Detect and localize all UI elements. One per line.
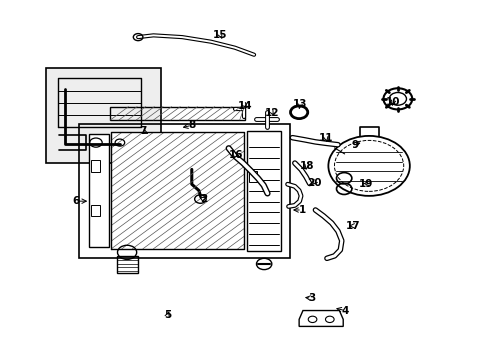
Text: 17: 17 — [345, 221, 359, 231]
Text: 20: 20 — [306, 178, 321, 188]
Text: 12: 12 — [264, 108, 279, 118]
Text: 3: 3 — [307, 293, 315, 303]
Text: 10: 10 — [385, 98, 400, 107]
Text: 4: 4 — [341, 306, 348, 315]
Bar — [246, 131, 281, 251]
Text: 13: 13 — [292, 99, 307, 109]
Bar — [89, 134, 109, 247]
Text: 18: 18 — [299, 161, 313, 171]
Text: 5: 5 — [164, 310, 171, 320]
Bar — [110, 107, 244, 120]
Bar — [111, 132, 244, 249]
Bar — [116, 256, 137, 274]
Text: 16: 16 — [228, 150, 243, 160]
Bar — [249, 171, 256, 182]
Bar — [91, 205, 100, 216]
Text: 15: 15 — [213, 30, 227, 40]
Bar — [79, 123, 289, 258]
Text: 1: 1 — [298, 205, 305, 215]
Text: 2: 2 — [200, 194, 207, 204]
Text: 6: 6 — [72, 196, 79, 206]
Text: 9: 9 — [350, 140, 358, 150]
Text: 8: 8 — [188, 120, 195, 130]
Text: 19: 19 — [358, 179, 373, 189]
Text: 11: 11 — [318, 133, 332, 143]
Text: 7: 7 — [139, 126, 146, 136]
Bar — [45, 68, 160, 163]
Text: 14: 14 — [238, 101, 252, 111]
Bar — [91, 160, 100, 171]
